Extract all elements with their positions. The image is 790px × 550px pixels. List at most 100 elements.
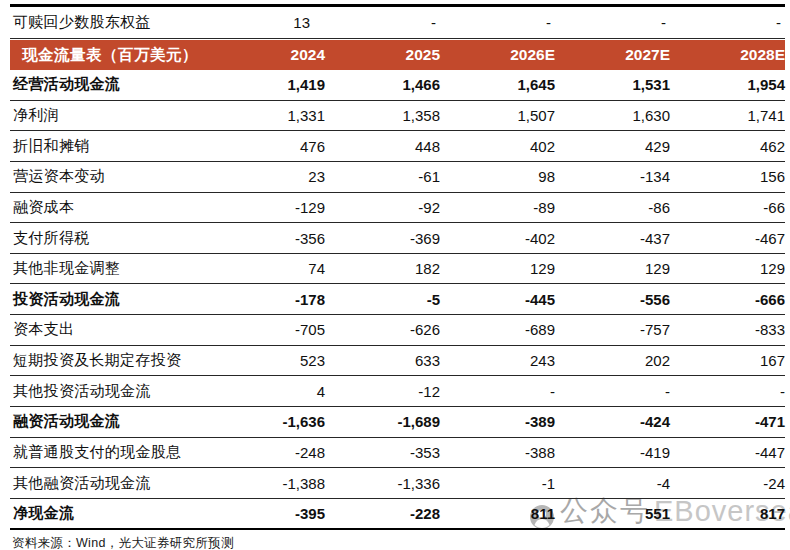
row-value: 156	[670, 168, 785, 185]
row-value: -	[670, 14, 785, 31]
row-value: -86	[555, 199, 670, 216]
row-value: 1,358	[325, 107, 440, 124]
table-row: 短期投资及长期定存投资 523 633 243 202 167	[10, 346, 785, 377]
row-value: 1,507	[440, 107, 555, 124]
row-value: 1,630	[555, 107, 670, 124]
row-value: -389	[440, 413, 555, 430]
row-value: 476	[210, 138, 325, 155]
row-label: 融资活动现金流	[10, 412, 210, 431]
table-row: 支付所得税 -356 -369 -402 -437 -467	[10, 223, 785, 254]
row-value: -5	[325, 291, 440, 308]
row-value: -1,636	[210, 413, 325, 430]
table-row: 净利润 1,331 1,358 1,507 1,630 1,741	[10, 101, 785, 132]
table-row: 其他投资活动现金流 4 -12 - - -	[10, 376, 785, 407]
row-value: 462	[670, 138, 785, 155]
table-row: 净现金流 -395 -228 811 551 817	[10, 499, 785, 530]
table-row: 其他非现金调整 74 182 129 129 129	[10, 254, 785, 285]
row-value: -467	[670, 230, 785, 247]
cash-flow-statement-page: 公众号 EBoversea 可赎回少数股东权益 13 - - - - 现金流量表…	[0, 0, 790, 550]
table-row: 营运资本变动 23 -61 98 -134 156	[10, 162, 785, 193]
row-value: 402	[440, 138, 555, 155]
row-value: -24	[670, 475, 785, 492]
source-note: 资料来源：Wind，光大证券研究所预测	[10, 535, 785, 550]
row-value: -353	[325, 444, 440, 461]
row-value: -61	[325, 168, 440, 185]
table-row-redeemable-minority-interest: 可赎回少数股东权益 13 - - - -	[10, 7, 785, 39]
row-value: 1,741	[670, 107, 785, 124]
row-value: 243	[440, 352, 555, 369]
row-value: -424	[555, 413, 670, 430]
row-label: 投资活动现金流	[10, 290, 210, 309]
row-value: 129	[670, 260, 785, 277]
table-row: 其他融资活动现金流 -1,388 -1,336 -1 -4 -24	[10, 468, 785, 499]
row-value: 1,419	[210, 76, 325, 93]
row-value: 13	[210, 14, 325, 31]
row-label: 净现金流	[10, 504, 210, 523]
row-label: 支付所得税	[10, 229, 210, 248]
row-value: -833	[670, 321, 785, 338]
column-header-2026e: 2026E	[440, 46, 555, 64]
row-value: -1	[440, 475, 555, 492]
row-value: -178	[210, 291, 325, 308]
row-label: 资本支出	[10, 320, 210, 339]
row-value: -356	[210, 230, 325, 247]
row-value: 1,531	[555, 76, 670, 93]
row-value: -1,336	[325, 475, 440, 492]
row-label: 可赎回少数股东权益	[10, 13, 210, 32]
row-value: -	[440, 14, 555, 31]
column-header-2027e: 2027E	[555, 46, 670, 64]
row-value: -447	[670, 444, 785, 461]
row-value: -666	[670, 291, 785, 308]
row-value: -4	[555, 475, 670, 492]
row-value: 817	[670, 505, 785, 522]
table-row: 资本支出 -705 -626 -689 -757 -833	[10, 315, 785, 346]
row-value: -66	[670, 199, 785, 216]
row-value: -248	[210, 444, 325, 461]
column-header-2028e: 2028E	[670, 46, 785, 64]
row-label: 经营活动现金流	[10, 75, 210, 94]
row-label: 就普通股支付的现金股息	[10, 443, 210, 462]
row-label: 融资成本	[10, 198, 210, 217]
row-label: 折旧和摊销	[10, 137, 210, 156]
row-label: 短期投资及长期定存投资	[10, 351, 210, 370]
row-value: -757	[555, 321, 670, 338]
row-value: 98	[440, 168, 555, 185]
row-value: -369	[325, 230, 440, 247]
row-value: -	[325, 14, 440, 31]
row-value: 74	[210, 260, 325, 277]
row-value: 23	[210, 168, 325, 185]
row-value: -228	[325, 505, 440, 522]
row-value: 1,331	[210, 107, 325, 124]
row-value: -	[670, 383, 785, 400]
row-value: -388	[440, 444, 555, 461]
row-value: -	[555, 14, 670, 31]
row-value: 429	[555, 138, 670, 155]
row-value: -	[555, 383, 670, 400]
row-value: -1,689	[325, 413, 440, 430]
row-value: -12	[325, 383, 440, 400]
cash-flow-table: 可赎回少数股东权益 13 - - - - 现金流量表（百万美元） 2024 20…	[10, 4, 785, 550]
row-label: 其他非现金调整	[10, 259, 210, 278]
row-value: -129	[210, 199, 325, 216]
table-header-row: 现金流量表（百万美元） 2024 2025 2026E 2027E 2028E	[10, 40, 785, 70]
row-label: 其他投资活动现金流	[10, 382, 210, 401]
row-value: 129	[555, 260, 670, 277]
row-value: -471	[670, 413, 785, 430]
row-value: 1,954	[670, 76, 785, 93]
table-row: 折旧和摊销 476 448 402 429 462	[10, 131, 785, 162]
row-value: 202	[555, 352, 670, 369]
row-value: 167	[670, 352, 785, 369]
row-value: 129	[440, 260, 555, 277]
row-value: -626	[325, 321, 440, 338]
row-value: -445	[440, 291, 555, 308]
row-value: -437	[555, 230, 670, 247]
table-row: 融资成本 -129 -92 -89 -86 -66	[10, 193, 785, 224]
row-label: 营运资本变动	[10, 167, 210, 186]
row-value: -705	[210, 321, 325, 338]
row-value: 4	[210, 383, 325, 400]
row-value: 182	[325, 260, 440, 277]
column-header-2025: 2025	[325, 46, 440, 64]
row-value: 523	[210, 352, 325, 369]
row-value: -89	[440, 199, 555, 216]
table-row: 融资活动现金流 -1,636 -1,689 -389 -424 -471	[10, 407, 785, 438]
